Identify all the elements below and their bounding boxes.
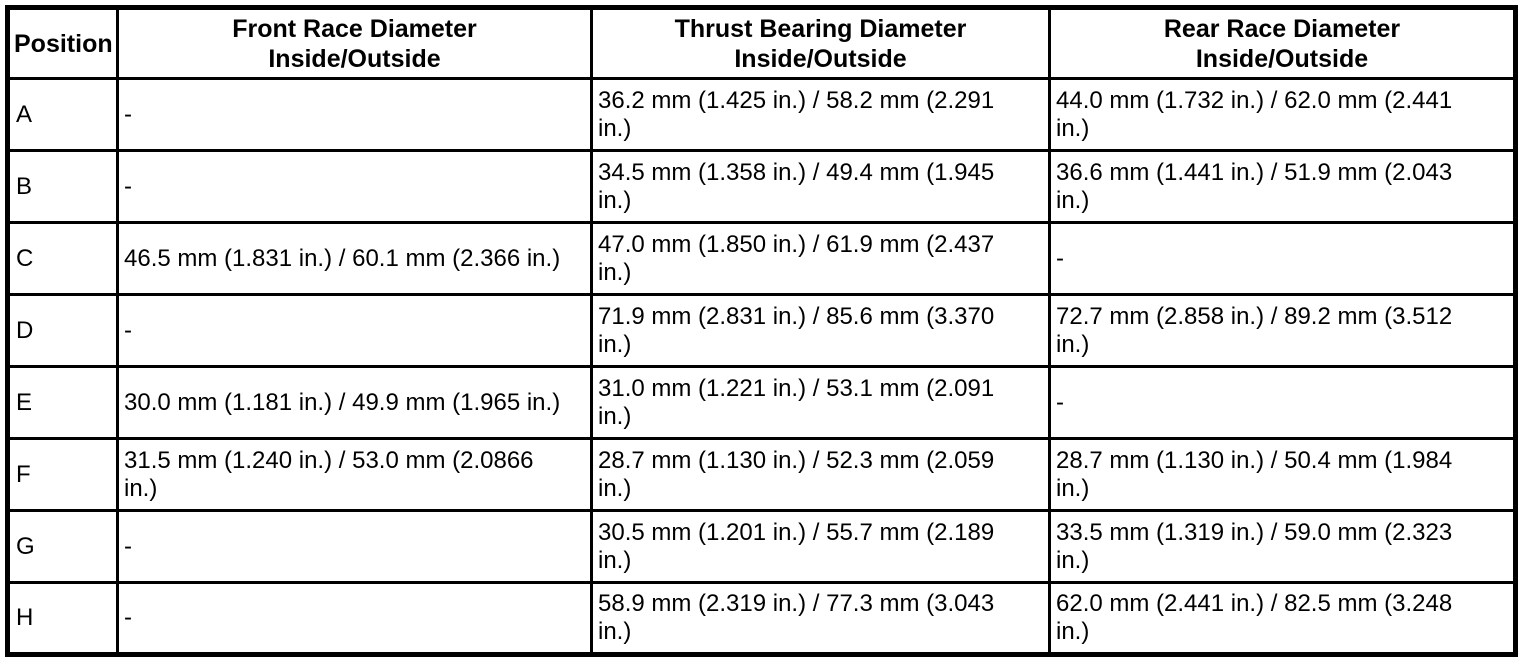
table-row-g: G - 30.5 mm (1.201 in.) / 55.7 mm (2.189… [6, 509, 1517, 584]
cell-front-race-diameter: 31.5 mm (1.240 in.) / 53.0 mm (2.0866 in… [116, 437, 593, 512]
cell-front-race-diameter: - [116, 581, 593, 656]
table-row-d: D - 71.9 mm (2.831 in.) / 85.6 mm (3.370… [6, 293, 1517, 368]
cell-thrust-bearing-diameter: 30.5 mm (1.201 in.) / 55.7 mm (2.189 in.… [590, 509, 1051, 584]
cell-position: B [6, 149, 119, 224]
cell-thrust-bearing-diameter: 31.0 mm (1.221 in.) / 53.1 mm (2.091 in.… [590, 365, 1051, 440]
cell-rear-race-diameter: 72.7 mm (2.858 in.) / 89.2 mm (3.512 in.… [1048, 293, 1517, 368]
cell-position: E [6, 365, 119, 440]
col-header-thrust-label: Thrust Bearing Diameter [674, 14, 967, 43]
table-header: Position Front Race Diameter Inside/Outs… [6, 6, 1517, 80]
table-row-c: C 46.5 mm (1.831 in.) / 60.1 mm (2.366 i… [6, 221, 1517, 296]
col-header-position: Position [6, 6, 119, 80]
cell-rear-race-diameter: - [1048, 365, 1517, 440]
col-header-front-race-diameter: Front Race Diameter Inside/Outside [116, 6, 593, 80]
cell-rear-race-diameter: 36.6 mm (1.441 in.) / 51.9 mm (2.043 in.… [1048, 149, 1517, 224]
cell-front-race-diameter: - [116, 77, 593, 152]
col-header-front-sublabel: Inside/Outside [268, 44, 441, 73]
col-header-thrust-bearing-diameter: Thrust Bearing Diameter Inside/Outside [590, 6, 1051, 80]
cell-thrust-bearing-diameter: 34.5 mm (1.358 in.) / 49.4 mm (1.945 in.… [590, 149, 1051, 224]
col-header-rear-race-diameter: Rear Race Diameter Inside/Outside [1048, 6, 1517, 80]
col-header-front-label: Front Race Diameter [232, 14, 477, 43]
cell-position: F [6, 437, 119, 512]
cell-thrust-bearing-diameter: 47.0 mm (1.850 in.) / 61.9 mm (2.437 in.… [590, 221, 1051, 296]
cell-rear-race-diameter: 28.7 mm (1.130 in.) / 50.4 mm (1.984 in.… [1048, 437, 1517, 512]
cell-thrust-bearing-diameter: 58.9 mm (2.319 in.) / 77.3 mm (3.043 in.… [590, 581, 1051, 656]
header-row: Position Front Race Diameter Inside/Outs… [6, 6, 1517, 80]
cell-position: A [6, 77, 119, 152]
table-row-e: E 30.0 mm (1.181 in.) / 49.9 mm (1.965 i… [6, 365, 1517, 440]
cell-position: C [6, 221, 119, 296]
cell-rear-race-diameter: 44.0 mm (1.732 in.) / 62.0 mm (2.441 in.… [1048, 77, 1517, 152]
table-row-b: B - 34.5 mm (1.358 in.) / 49.4 mm (1.945… [6, 149, 1517, 224]
table-row-a: A - 36.2 mm (1.425 in.) / 58.2 mm (2.291… [6, 77, 1517, 152]
bearing-race-diameter-spec-table: Position Front Race Diameter Inside/Outs… [5, 5, 1518, 657]
cell-rear-race-diameter: 33.5 mm (1.319 in.) / 59.0 mm (2.323 in.… [1048, 509, 1517, 584]
col-header-rear-sublabel: Inside/Outside [1195, 44, 1369, 73]
col-header-rear-label: Rear Race Diameter [1163, 14, 1401, 43]
cell-front-race-diameter: 30.0 mm (1.181 in.) / 49.9 mm (1.965 in.… [116, 365, 593, 440]
table-row-f: F 31.5 mm (1.240 in.) / 53.0 mm (2.0866 … [6, 437, 1517, 512]
table-body: A - 36.2 mm (1.425 in.) / 58.2 mm (2.291… [6, 77, 1517, 656]
cell-rear-race-diameter: - [1048, 221, 1517, 296]
cell-thrust-bearing-diameter: 71.9 mm (2.831 in.) / 85.6 mm (3.370 in.… [590, 293, 1051, 368]
cell-front-race-diameter: - [116, 149, 593, 224]
col-header-thrust-sublabel: Inside/Outside [734, 44, 907, 73]
cell-front-race-diameter: 46.5 mm (1.831 in.) / 60.1 mm (2.366 in.… [116, 221, 593, 296]
col-header-position-label: Position [14, 29, 113, 58]
cell-position: H [6, 581, 119, 656]
cell-position: D [6, 293, 119, 368]
cell-thrust-bearing-diameter: 36.2 mm (1.425 in.) / 58.2 mm (2.291 in.… [590, 77, 1051, 152]
cell-position: G [6, 509, 119, 584]
cell-front-race-diameter: - [116, 293, 593, 368]
cell-front-race-diameter: - [116, 509, 593, 584]
table-row-h: H - 58.9 mm (2.319 in.) / 77.3 mm (3.043… [6, 581, 1517, 656]
cell-rear-race-diameter: 62.0 mm (2.441 in.) / 82.5 mm (3.248 in.… [1048, 581, 1517, 656]
cell-thrust-bearing-diameter: 28.7 mm (1.130 in.) / 52.3 mm (2.059 in.… [590, 437, 1051, 512]
